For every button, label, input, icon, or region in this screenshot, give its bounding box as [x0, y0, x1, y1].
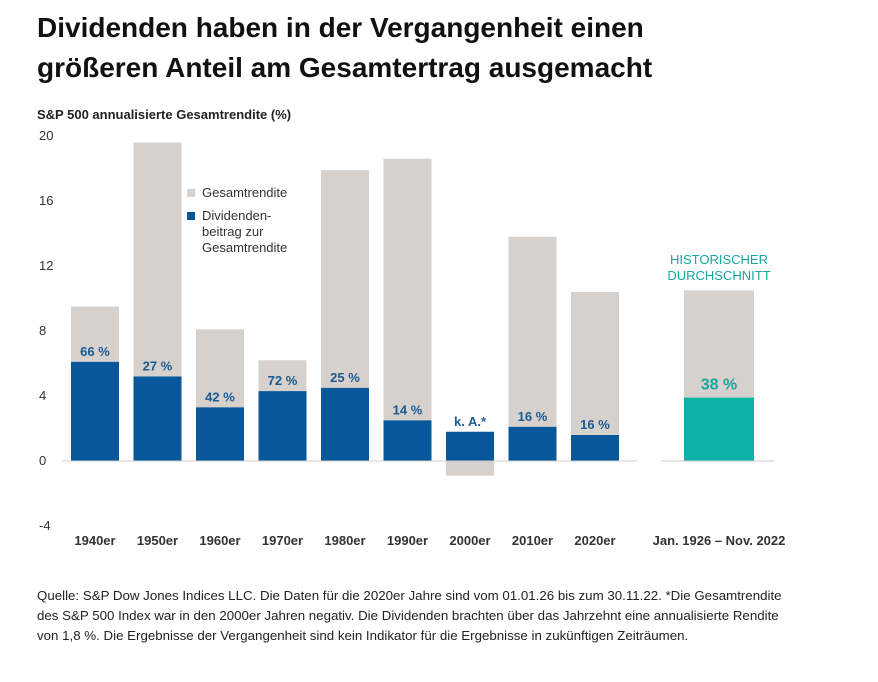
- dividend-share-label: 72 %: [268, 373, 298, 388]
- dividend-bar: [71, 361, 119, 461]
- dividend-bar: [196, 407, 244, 461]
- y-tick-label: 0: [39, 453, 46, 468]
- dividend-bar: [571, 435, 619, 461]
- total-return-bar: [383, 158, 432, 461]
- dividend-share-label: 27 %: [143, 359, 173, 374]
- y-axis-title: S&P 500 annualisierte Gesamtrendite (%): [37, 107, 291, 122]
- total-return-bar: [446, 461, 494, 476]
- dividend-share-label: 25 %: [330, 370, 360, 385]
- category-label: 1990er: [387, 533, 428, 548]
- legend-label-dividend-line: Dividenden-: [202, 208, 271, 223]
- dividend-bar: [383, 420, 432, 461]
- category-label: 1940er: [74, 533, 115, 548]
- title-line-1: Dividenden haben in der Vergangenheit ei…: [37, 12, 644, 43]
- category-label: 1950er: [137, 533, 178, 548]
- historic-annotation-line-2: DURCHSCHNITT: [667, 268, 770, 283]
- legend-swatch-total: [187, 189, 195, 197]
- dividend-chart: S&P 500 annualisierte Gesamtrendite (%) 2…: [37, 107, 786, 548]
- dividend-share-label: 16 %: [580, 417, 610, 432]
- total-return-bar: [508, 236, 557, 461]
- dividend-bar: [258, 391, 307, 461]
- y-tick-label: 16: [39, 193, 53, 208]
- category-label: 2020er: [574, 533, 615, 548]
- historic-dividend-label: 38 %: [701, 377, 737, 394]
- historic-category-label: Jan. 1926 – Nov. 2022: [653, 533, 786, 548]
- total-return-bar: [571, 292, 619, 461]
- category-label: 1970er: [262, 533, 303, 548]
- legend-label-total: Gesamtrendite: [202, 185, 287, 200]
- historic-dividend-bar: [684, 397, 754, 461]
- dividend-bar: [508, 426, 557, 461]
- dividend-bar: [321, 387, 369, 461]
- dividend-share-label: 16 %: [518, 409, 548, 424]
- dividend-bar: [446, 431, 494, 461]
- y-tick-label: 4: [39, 388, 46, 403]
- dividend-bar: [133, 376, 182, 461]
- dividend-share-label: k. A.*: [454, 414, 487, 429]
- category-label: 2010er: [512, 533, 553, 548]
- y-tick-label: -4: [39, 518, 51, 533]
- category-label: 1980er: [324, 533, 365, 548]
- source-note: Quelle: S&P Dow Jones Indices LLC. Die D…: [37, 588, 782, 644]
- dividend-share-label: 42 %: [205, 389, 235, 404]
- dividend-share-label: 14 %: [393, 402, 423, 417]
- y-tick-label: 12: [39, 258, 53, 273]
- legend-label-dividend-line: Gesamtrendite: [202, 240, 287, 255]
- y-tick-label: 8: [39, 323, 46, 338]
- legend-label-dividend-line: beitrag zur: [202, 224, 264, 239]
- page-title: Dividenden haben in der Vergangenheit ei…: [37, 8, 857, 88]
- historic-annotation-line-1: HISTORISCHER: [670, 252, 768, 267]
- category-label: 1960er: [199, 533, 240, 548]
- dividend-share-label: 66 %: [80, 344, 110, 359]
- category-label: 2000er: [449, 533, 490, 548]
- legend-swatch-dividend: [187, 212, 195, 220]
- title-line-2: größeren Anteil am Gesamtertrag ausgemac…: [37, 52, 653, 83]
- y-tick-label: 20: [39, 128, 53, 143]
